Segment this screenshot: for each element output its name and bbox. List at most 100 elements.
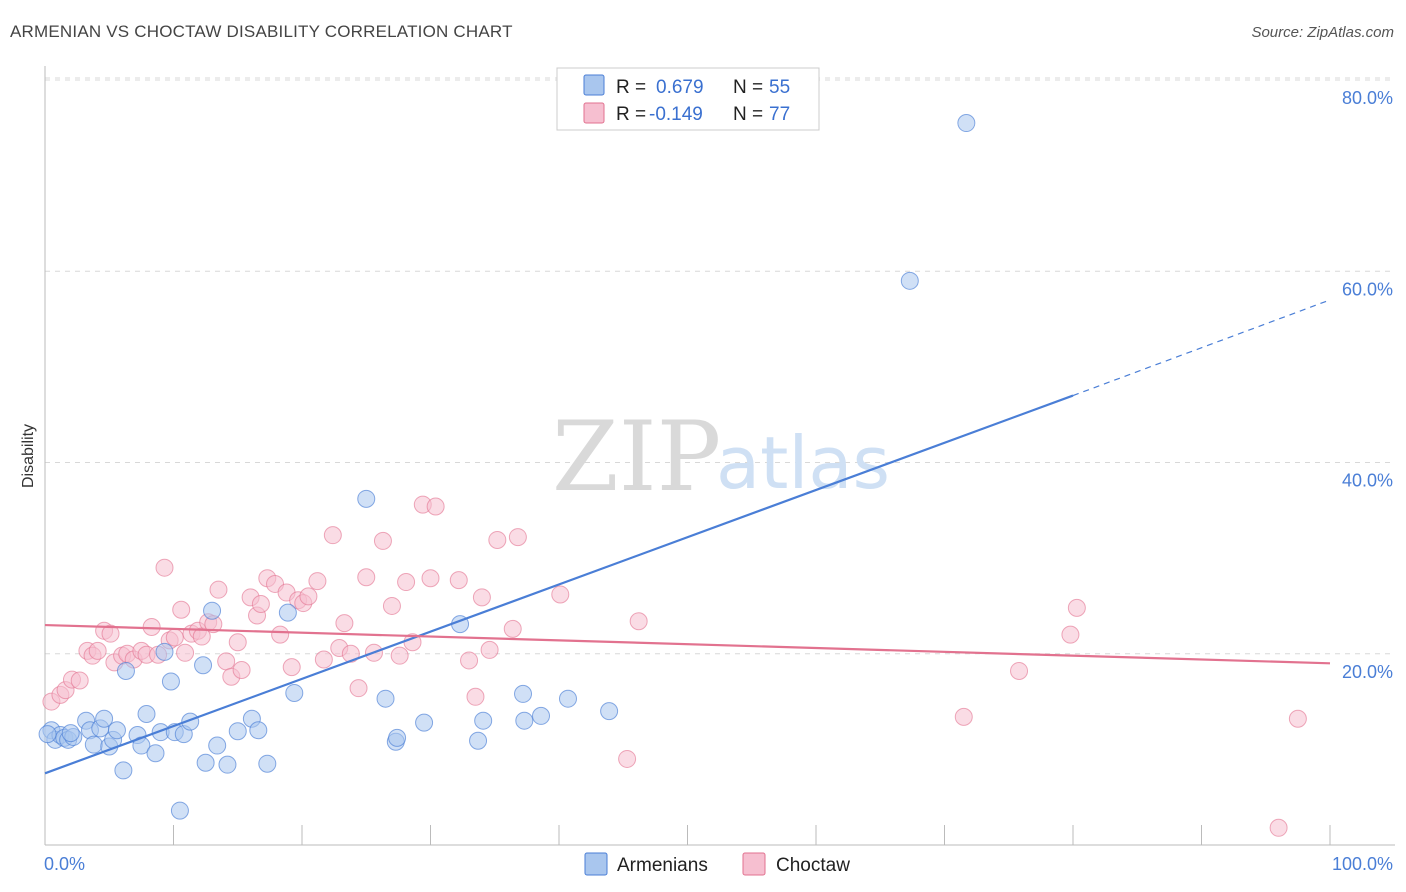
- correlation-legend: R = 0.679 N = 55 R = -0.149 N = 77: [556, 67, 820, 131]
- legend-n-value-2: 77: [769, 104, 790, 125]
- choctaw-trend-line: [44, 623, 1331, 665]
- choctaw-point: [480, 640, 499, 659]
- choctaw-point: [1010, 661, 1029, 680]
- watermark-atlas: atlas: [716, 421, 890, 505]
- choctaw-point: [551, 585, 570, 604]
- choctaw-point: [349, 679, 368, 698]
- choctaw-point: [335, 614, 354, 633]
- choctaw-point: [954, 707, 973, 726]
- bottom-legend-swatch-armenians: [584, 852, 608, 876]
- choctaw-point: [508, 528, 527, 547]
- legend-r-value-2: -0.149: [649, 104, 703, 125]
- choctaw-points: [42, 495, 1307, 837]
- choctaw-point: [155, 558, 174, 577]
- choctaw-point: [165, 628, 184, 647]
- choctaw-point: [397, 573, 416, 592]
- armenians-point: [228, 722, 247, 741]
- x-tick-labels: 0.0% 100.0%: [44, 854, 1393, 874]
- y-tick-label: 20.0%: [1342, 662, 1393, 682]
- armenians-point: [218, 755, 237, 774]
- armenians-point: [258, 754, 277, 773]
- choctaw-point: [282, 658, 301, 677]
- armenians-point: [170, 801, 189, 820]
- armenians-point: [515, 711, 534, 730]
- armenians-point: [415, 713, 434, 732]
- choctaw-point: [460, 651, 479, 670]
- armenians-point: [194, 656, 213, 675]
- choctaw-point: [176, 643, 195, 662]
- choctaw-point: [323, 526, 342, 545]
- choctaw-point: [1061, 625, 1080, 644]
- armenians-point: [474, 711, 493, 730]
- legend-n-value-1: 55: [769, 77, 790, 98]
- armenians-trend-extension: [1072, 299, 1331, 397]
- choctaw-point: [271, 625, 290, 644]
- choctaw-point: [314, 650, 333, 669]
- armenians-trend-line: [44, 394, 1074, 775]
- axes: [44, 66, 1395, 846]
- legend-n-label-2: N =: [733, 104, 763, 125]
- choctaw-point: [618, 749, 637, 768]
- armenians-point: [376, 689, 395, 708]
- armenians-point: [957, 114, 976, 133]
- armenians-point: [95, 709, 114, 728]
- choctaw-point: [503, 619, 522, 638]
- choctaw-point: [1269, 818, 1288, 837]
- choctaw-point: [101, 624, 120, 643]
- armenians-point: [196, 753, 215, 772]
- armenians-point: [107, 721, 126, 740]
- armenians-point: [469, 731, 488, 750]
- y-tick-labels: 20.0% 40.0% 60.0% 80.0%: [1342, 88, 1393, 682]
- armenians-point: [357, 489, 376, 508]
- legend-r-label-1: R =: [616, 77, 646, 98]
- armenians-point: [137, 704, 156, 723]
- choctaw-point: [251, 595, 270, 614]
- armenians-point: [208, 736, 227, 755]
- choctaw-point: [390, 646, 409, 665]
- armenians-point: [514, 684, 533, 703]
- armenians-point: [155, 642, 174, 661]
- armenians-point: [388, 728, 407, 747]
- chart-title: ARMENIAN VS CHOCTAW DISABILITY CORRELATI…: [10, 22, 513, 41]
- series-legend: Armenians Choctaw: [584, 852, 850, 876]
- choctaw-point: [421, 569, 440, 588]
- watermark-zip: ZIP: [552, 401, 721, 513]
- choctaw-point: [472, 588, 491, 607]
- choctaw-point: [488, 530, 507, 549]
- choctaw-point: [629, 612, 648, 631]
- armenians-point: [558, 689, 577, 708]
- choctaw-point: [1288, 709, 1307, 728]
- armenians-point: [249, 721, 268, 740]
- legend-r-label-2: R =: [616, 104, 646, 125]
- choctaw-point: [382, 596, 401, 615]
- y-tick-label: 60.0%: [1342, 279, 1393, 299]
- choctaw-point: [299, 587, 318, 606]
- bottom-legend-swatch-choctaw: [742, 852, 766, 876]
- armenians-point: [600, 702, 619, 721]
- y-tick-label: 40.0%: [1342, 471, 1393, 491]
- armenians-point: [285, 683, 304, 702]
- grid-lines: [45, 77, 1395, 655]
- legend-swatch-armenians: [583, 74, 605, 96]
- choctaw-point: [308, 572, 327, 591]
- choctaw-point: [209, 580, 228, 599]
- armenians-point: [900, 271, 919, 290]
- bottom-legend-armenians: Armenians: [617, 855, 708, 876]
- armenians-point: [278, 603, 297, 622]
- source-label: Source: ZipAtlas.com: [1251, 24, 1394, 41]
- armenians-point: [161, 672, 180, 691]
- choctaw-point: [426, 497, 445, 516]
- legend-r-value-1: 0.679: [656, 77, 704, 98]
- choctaw-point: [217, 652, 236, 671]
- armenians-point: [61, 724, 80, 743]
- x-tick-label: 0.0%: [44, 854, 85, 874]
- choctaw-point: [373, 531, 392, 550]
- armenians-point: [114, 761, 133, 780]
- choctaw-point: [449, 571, 468, 590]
- armenians-point: [146, 744, 165, 763]
- armenians-point: [38, 725, 57, 744]
- choctaw-point: [88, 641, 107, 660]
- bottom-legend-choctaw: Choctaw: [776, 855, 850, 876]
- legend-n-label-1: N =: [733, 77, 763, 98]
